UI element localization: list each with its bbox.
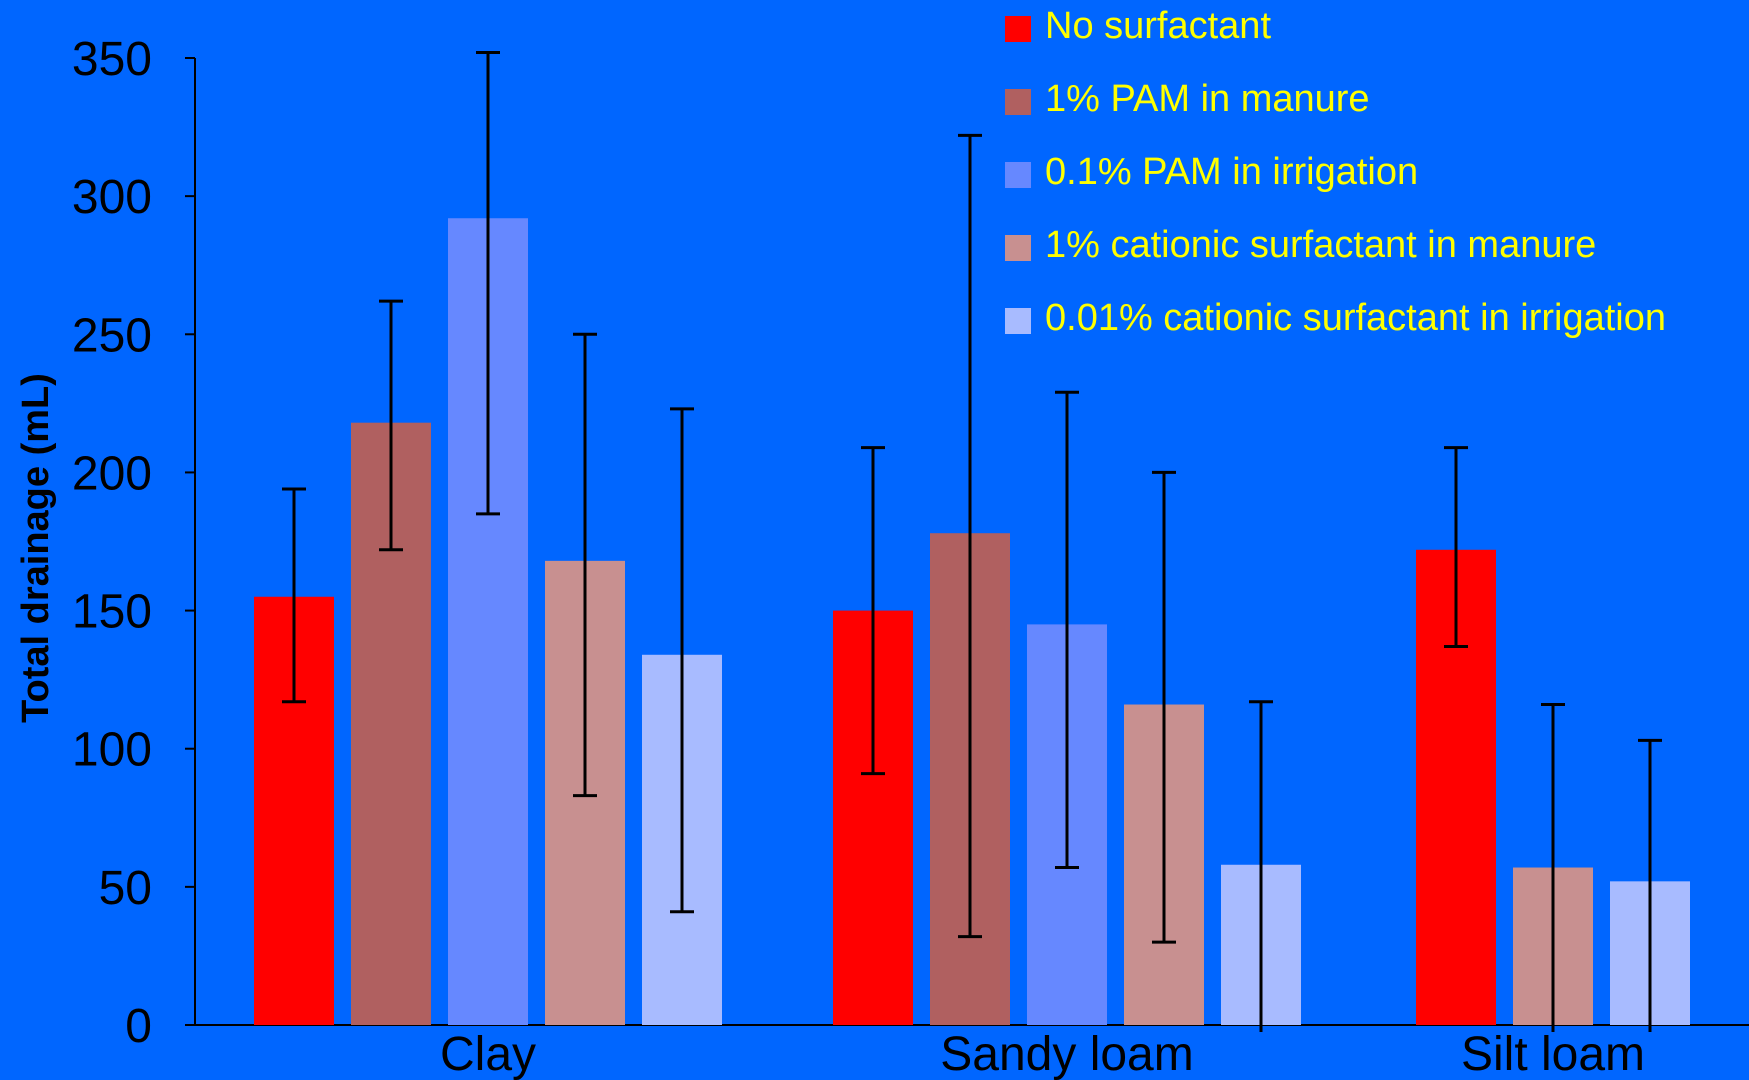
category-label: Silt loam	[1461, 1028, 1645, 1080]
legend-swatch	[1005, 235, 1031, 261]
y-ticks: 0 50 100 150 200 250 300 350	[72, 33, 195, 1053]
y-axis-title: Total drainage (mL)	[15, 373, 57, 723]
legend-label: 0.01% cationic surfactant in irrigation	[1045, 297, 1666, 339]
category-label: Sandy loam	[940, 1028, 1193, 1080]
y-tick-label: 150	[72, 586, 152, 639]
legend: No surfactant 1% PAM in manure 0.1% PAM in…	[1005, 5, 1666, 339]
y-tick-label: 50	[99, 862, 152, 915]
legend-label: 1% PAM in manure	[1045, 78, 1370, 120]
legend-label: No surfactant	[1045, 5, 1271, 47]
y-tick-label: 250	[72, 309, 152, 362]
category-labels: Clay Sandy loam Silt loam	[440, 1028, 1645, 1080]
y-tick-label: 300	[72, 171, 152, 224]
legend-swatch	[1005, 89, 1031, 115]
category-label: Clay	[440, 1028, 536, 1080]
legend-swatch	[1005, 308, 1031, 334]
y-tick-label: 200	[72, 447, 152, 500]
legend-swatch	[1005, 162, 1031, 188]
y-tick-label: 350	[72, 33, 152, 86]
error-bars	[282, 50, 1662, 1032]
legend-swatch	[1005, 16, 1031, 42]
y-tick-label: 100	[72, 724, 152, 777]
legend-label: 0.1% PAM in irrigation	[1045, 151, 1418, 193]
y-tick-label: 0	[125, 1000, 152, 1053]
legend-label: 1% cationic surfactant in manure	[1045, 224, 1596, 266]
